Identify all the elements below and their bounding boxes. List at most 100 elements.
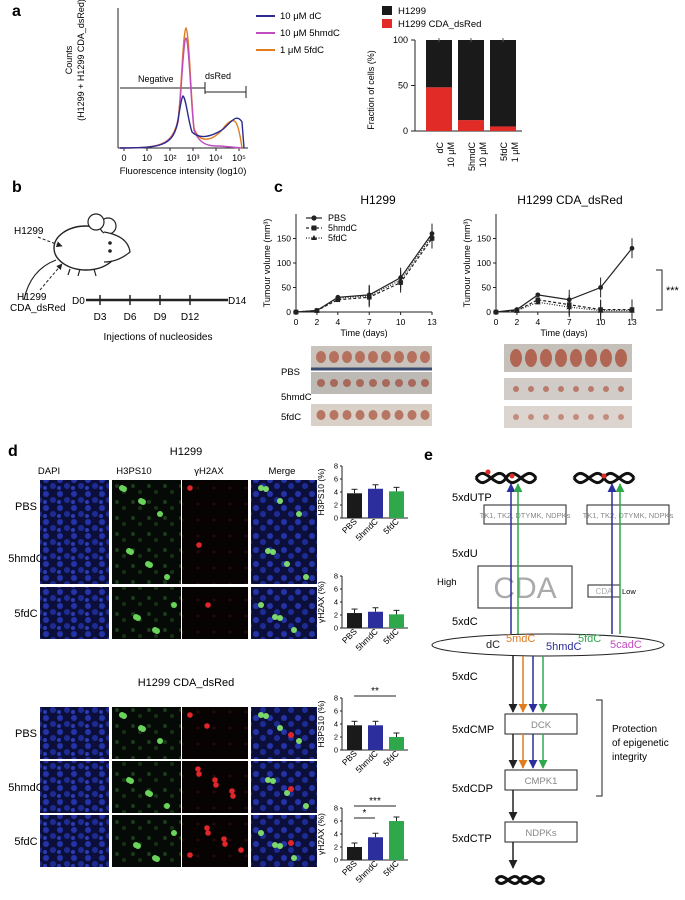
merge-cell [258,602,264,608]
enzyme-cmpk1: CMPK1 [525,776,558,787]
merge-cell-red [288,840,294,846]
growth-xtick-label: 4 [335,317,340,327]
downward-arrows: DCK CMPK1 NDPKs [504,656,578,869]
tumour [573,414,579,420]
stack-ytick-label: 100 [393,35,408,45]
micro-image [182,815,248,867]
red-cell [196,542,202,548]
microscopy-title-2: H1299 CDA_dsRed [138,677,235,689]
merge-cell [277,498,283,504]
panel-d: d H1299 H1299 CDA_dsRed DAPI H3PS10 γH2A… [8,443,408,888]
cell-label-h1299-cda-b: CDA_dsRed [10,303,66,314]
merge-cell [277,615,283,621]
legend-label-5hmdc: 10 μM 5hmdC [280,28,340,39]
legend-5hmdc: 5hmdC [328,223,358,233]
micro-image [112,815,181,867]
red-cell [213,782,219,788]
merge-cell [272,842,278,848]
label-high: High [437,577,457,588]
dna-helix-left [474,469,538,485]
tumour [558,414,564,420]
micro-image [40,532,109,584]
d-bar-ytick-label: 2 [334,611,338,620]
red-cell [230,793,236,799]
col-h3ps10: H3PS10 [116,466,151,477]
d-bar-ytick-label: 2 [334,501,338,510]
hist-xtick-label: 10³ [186,153,199,163]
stack-bar-red [458,120,484,131]
hist-xtick-label: 10⁵ [232,153,246,163]
timeline-caption: Injections of nucleosides [104,332,213,343]
growth-series-line [295,238,433,313]
green-cell [135,615,141,621]
tumour [316,351,326,363]
enzyme-box-dck [504,713,578,735]
d-bar-ytick-label: 4 [334,830,338,839]
d-bar-ytick-label: 6 [334,475,338,484]
red-cell [222,841,228,847]
legend-swatch-h1299-cda [382,19,392,28]
green-cell [140,499,146,505]
micro-image [182,707,248,759]
tumour [329,351,339,363]
gate-dsred-label: dsRed [205,71,231,81]
tumour [342,410,352,420]
green-cell [154,856,160,862]
tumour [525,349,537,367]
growth-chart-h1299: 0 2 4 7 10 13 0 50 100 150 Time (days) Tumour volum… [262,214,437,338]
timeline-d14: D14 [228,296,247,307]
d-bar [389,737,404,750]
growth-xtick-label: 0 [294,317,299,327]
timeline-day: D12 [181,312,200,323]
merge-cell [284,561,290,567]
growth-title-2: H1299 CDA_dsRed [517,193,622,207]
cda-box-high [477,565,573,609]
stack-xcat-2: 10 μM [478,142,488,167]
d-bar-ytick-label: 0 [334,746,338,755]
micro-row-label: 5fdC [14,836,37,848]
dna-strand-6 [494,875,546,885]
hist-xtick-label: 10⁴ [209,153,223,163]
d-bar-xlabel: 5fdC [381,516,401,536]
protection-line-3: integrity [612,752,647,763]
merge-cell-red [288,732,294,738]
d-bar-xlabel: 5fdC [381,858,401,878]
tumour-photos-right [504,344,632,428]
enzyme-ndpks: NDPKs [525,828,556,839]
tumour [369,379,377,387]
stack-bar-black [426,40,452,88]
histogram-legend: 10 μM dC 10 μM 5hmdC 1 μM 5fdC [256,11,340,56]
growth-xtick-label: 0 [494,317,499,327]
d-bar-ylabel: γH2AX (%) [316,813,326,855]
nucleoside-label: 5mdC [506,633,535,645]
growth-sig-label: *** [666,285,680,297]
micro-image [40,480,109,532]
growth-series-line [495,299,632,313]
tumour [382,379,390,387]
red-cell [221,836,227,842]
tumour [381,351,391,363]
micro-image [112,761,181,813]
green-cell [164,803,170,809]
histogram-xticks: 0 10 10² 10³ 10⁴ 10⁵ [121,148,246,163]
tumour [585,349,597,367]
growth-xtick-label: 13 [427,317,437,327]
merge-cell [265,548,271,554]
growth-chart-cda: 0 2 4 7 10 13 0 50 100 150 Time (days) Tumour volum… [462,214,637,338]
dna-helix-bottom [494,875,546,885]
cda-label-low: CDA [596,587,614,596]
mouse-tail [23,259,57,301]
merge-cell [258,485,264,491]
tumour-photo-cda-5fdc [504,406,632,428]
red-cell [187,852,193,858]
growth-point [514,307,520,313]
histogram-ylabel-2: (H1299 + H1299 CDA_dsRed) [76,0,86,121]
growth-ylabel: Tumour volume (mm³) [262,219,272,308]
d-bar-ytick-label: 8 [334,804,338,813]
stack-bar-black [490,40,516,127]
stack-xcat-2: 1 μM [510,142,520,162]
green-cell [154,628,160,634]
d-bar [347,847,362,860]
merge-cell [258,712,264,718]
